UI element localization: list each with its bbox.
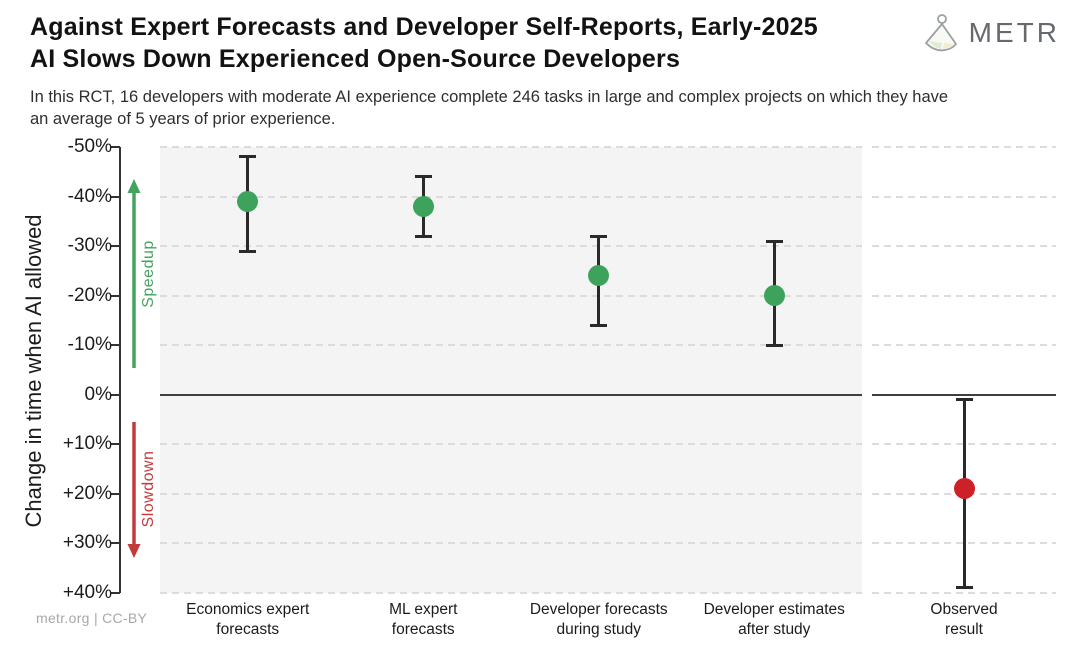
gridline — [160, 443, 862, 446]
y-tick-mark — [111, 344, 120, 347]
error-bar-cap — [955, 398, 973, 402]
y-tick-label: +10% — [62, 433, 112, 455]
gridline — [872, 146, 1056, 149]
y-axis-title: Change in time when AI allowed — [21, 214, 46, 528]
error-bar-cap — [239, 249, 257, 253]
y-axis-spine — [119, 147, 121, 593]
gridline — [160, 195, 862, 198]
gridline — [160, 591, 862, 594]
y-tick-mark — [111, 591, 120, 594]
page-title: Against Expert Forecasts and Developer S… — [30, 12, 930, 75]
gridline — [160, 344, 862, 347]
y-tick-mark — [111, 146, 120, 149]
y-tick-mark — [111, 294, 120, 297]
gridline — [160, 245, 862, 248]
error-bar-cap — [765, 343, 783, 347]
data-point — [237, 191, 259, 213]
metr-logo: METR — [920, 13, 1060, 53]
slowdown-label: Slowdown — [140, 450, 157, 528]
gridline — [872, 195, 1056, 198]
y-tick-label: +20% — [62, 482, 112, 504]
y-tick-label: -50% — [67, 136, 112, 158]
data-point — [412, 195, 434, 217]
data-point — [588, 265, 610, 287]
gridline — [872, 294, 1056, 297]
zero-line — [160, 393, 862, 396]
y-tick-label: -10% — [67, 334, 112, 356]
error-bar-cap — [590, 323, 608, 327]
metr-logo-text: METR — [968, 17, 1060, 48]
y-tick-mark — [111, 542, 120, 545]
y-tick-label: +40% — [62, 581, 112, 603]
gridline — [872, 591, 1056, 594]
y-tick-label: -20% — [67, 284, 112, 306]
attribution-footer: metr.org | CC-BY — [36, 610, 148, 626]
y-tick-label: -30% — [67, 235, 112, 257]
gridline — [160, 294, 862, 297]
y-tick-label: +30% — [62, 532, 112, 554]
error-bar-cap — [414, 175, 432, 179]
y-tick-label: 0% — [84, 383, 112, 405]
y-tick-mark — [111, 492, 120, 495]
x-axis-category-label: Developer estimates after study — [703, 601, 845, 639]
slowdown-arrow-icon — [127, 422, 141, 558]
speedup-arrow-icon — [127, 179, 141, 368]
forecast-panel-background — [160, 147, 862, 593]
gridline — [160, 542, 862, 545]
metr-fan-icon — [920, 13, 960, 53]
page-title-line2: AI Slows Down Experienced Open-Source De… — [30, 44, 681, 73]
x-axis-category-label: Developer forecasts during study — [529, 601, 668, 639]
error-bar-cap — [955, 586, 973, 590]
y-tick-mark — [111, 443, 120, 446]
y-tick-label: -40% — [67, 185, 112, 207]
y-tick-mark — [111, 245, 120, 248]
error-bar-cap — [239, 155, 257, 159]
chart-subtitle: In this RCT, 16 developers with moderate… — [30, 88, 949, 129]
x-axis-category-label: ML expert forecasts — [389, 601, 458, 639]
y-tick-mark — [111, 393, 120, 396]
gridline — [160, 492, 862, 495]
x-axis-category-label: Observed result — [930, 601, 998, 639]
data-point — [953, 478, 975, 500]
speedup-label: Speedup — [140, 240, 157, 308]
zero-line — [872, 393, 1056, 396]
error-bar-cap — [590, 234, 608, 238]
y-tick-mark — [111, 195, 120, 198]
error-bar-cap — [414, 234, 432, 238]
x-axis-category-label: Economics expert forecasts — [186, 601, 310, 639]
gridline — [872, 344, 1056, 347]
page-title-line1: Against Expert Forecasts and Developer S… — [30, 13, 818, 41]
data-point — [763, 285, 785, 307]
gridline — [160, 146, 862, 149]
gridline — [872, 245, 1056, 248]
error-bar-cap — [765, 239, 783, 243]
